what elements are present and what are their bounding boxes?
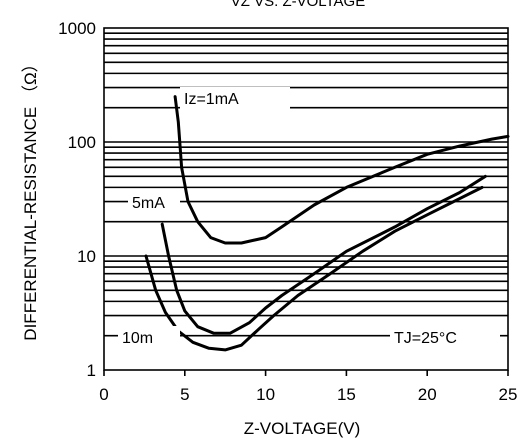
annotation-label: Iz=1mA — [184, 91, 239, 108]
y-tick-label: 10 — [77, 247, 96, 266]
annotation-label: 5mA — [132, 195, 165, 212]
annotation-background — [128, 191, 180, 213]
chart-title: VZ VS. Z-VOLTAGE — [231, 0, 365, 10]
series-line-2 — [144, 185, 484, 352]
plot-frame — [103, 27, 509, 371]
x-tick-label: 25 — [499, 385, 518, 404]
x-tick-label: 5 — [180, 385, 189, 404]
x-axis-ticks: 0 5 10 15 20 25 — [99, 370, 517, 404]
annotations: Iz=1mA 5mA 10m TJ=25°C — [118, 87, 500, 348]
y-axis-title: DIFFERENTIAL-RESISTANCE （Ω） — [21, 55, 40, 340]
x-axis-title: Z-VOLTAGE(V) — [244, 419, 361, 438]
x-tick-label: 15 — [337, 385, 356, 404]
y-tick-label: 100 — [68, 133, 96, 152]
y-tick-label: 1000 — [58, 19, 96, 38]
series-line-1 — [160, 174, 487, 335]
grid-lines — [104, 32, 508, 337]
y-tick-label: 1 — [87, 361, 96, 380]
annotation-label: TJ=25°C — [394, 330, 457, 347]
series-line-0 — [173, 95, 510, 245]
annotation-background — [118, 326, 180, 348]
x-tick-label: 10 — [256, 385, 275, 404]
x-tick-label: 0 — [99, 385, 108, 404]
annotation-background — [390, 326, 500, 348]
annotation-background — [180, 87, 290, 109]
x-tick-label: 20 — [418, 385, 437, 404]
annotation-label: 10m — [122, 330, 153, 347]
curves — [144, 95, 510, 352]
y-axis-ticks: 1 10 100 1000 — [58, 19, 96, 380]
